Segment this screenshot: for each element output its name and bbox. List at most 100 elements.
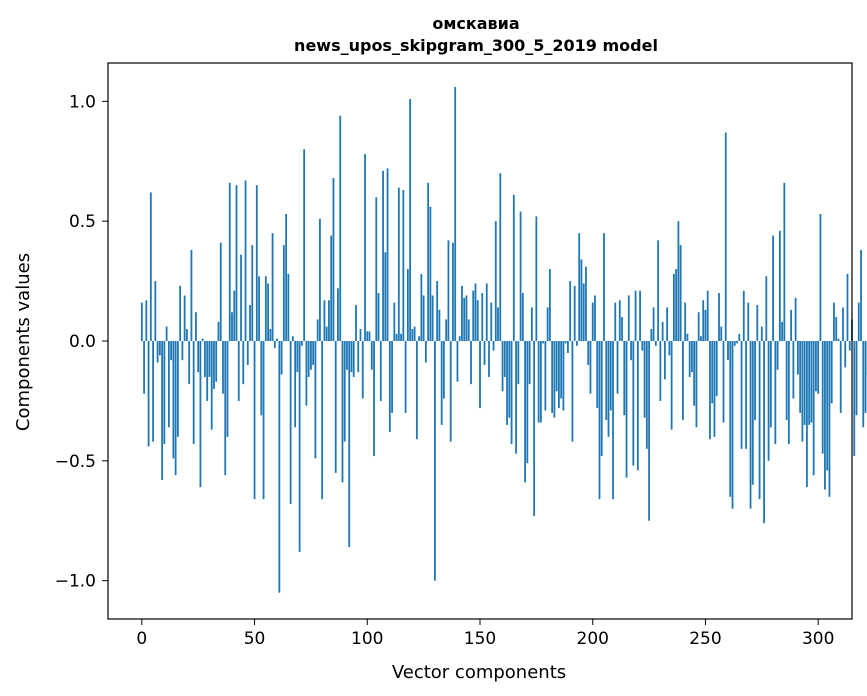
bar-component-250 [704, 309, 707, 341]
bar-component-114 [397, 187, 400, 341]
bar-component-4 [149, 192, 152, 341]
bar-component-254 [713, 341, 716, 437]
bar-component-14 [172, 341, 175, 459]
bar-component-287 [787, 341, 790, 445]
bar-component-126 [424, 341, 427, 363]
bar-component-62 [280, 341, 283, 375]
bar-component-52 [258, 276, 260, 341]
bar-component-225 [648, 341, 650, 521]
x-tick-label: 100 [351, 629, 383, 649]
bar-component-2 [145, 300, 148, 341]
bar-component-145 [467, 319, 470, 341]
bar-component-156 [492, 341, 495, 351]
bar-component-186 [560, 341, 563, 399]
bar-component-118 [406, 269, 409, 341]
bar-component-235 [670, 341, 673, 430]
bar-component-31 [210, 341, 213, 430]
bar-component-191 [571, 341, 574, 442]
bar-component-262 [731, 341, 734, 509]
bar-component-292 [799, 341, 802, 413]
bar-component-221 [639, 290, 641, 341]
bar-component-35 [219, 242, 222, 341]
bar-component-124 [420, 273, 423, 341]
bar-component-173 [530, 307, 533, 341]
bar-component-101 [368, 331, 371, 341]
bar-component-17 [179, 285, 182, 341]
bar-component-51 [255, 185, 258, 341]
bar-component-281 [774, 341, 777, 445]
bar-component-7 [156, 341, 159, 363]
bar-component-34 [217, 321, 220, 341]
bar-component-87 [337, 288, 339, 341]
bar-component-215 [625, 341, 628, 478]
plot-frame [107, 62, 853, 620]
bar-component-110 [388, 341, 391, 433]
bar-component-236 [672, 273, 675, 341]
bar-component-274 [758, 341, 761, 500]
bar-component-113 [395, 333, 398, 341]
bar-component-80 [321, 341, 324, 500]
bar-component-232 [663, 341, 666, 380]
bar-component-152 [483, 341, 486, 365]
bar-component-163 [508, 341, 511, 418]
bar-component-199 [589, 341, 592, 394]
bar-component-42 [235, 185, 238, 341]
bar-component-231 [661, 321, 664, 341]
bar-component-258 [722, 341, 725, 423]
bar-component-104 [375, 197, 378, 341]
bar-component-138 [452, 242, 454, 341]
bar-component-321 [864, 341, 867, 413]
bar-component-178 [542, 341, 545, 344]
y-tick-label: −0.5 [55, 452, 96, 472]
bars-group [140, 86, 867, 593]
bar-component-19 [183, 295, 186, 341]
chart-subtitle: news_upos_skipgram_300_5_2019 model [294, 36, 658, 55]
bar-component-161 [503, 341, 506, 377]
bar-component-165 [512, 194, 515, 341]
bar-component-244 [691, 341, 693, 373]
bar-component-309 [837, 338, 840, 341]
bar-component-280 [772, 235, 774, 341]
bar-component-140 [456, 341, 459, 382]
bar-component-170 [524, 341, 526, 483]
bar-component-320 [862, 341, 865, 428]
bar-component-289 [792, 341, 795, 399]
bar-component-302 [821, 341, 824, 454]
bar-component-3 [147, 341, 150, 447]
bar-component-108 [384, 252, 387, 341]
bar-component-39 [228, 182, 231, 341]
bar-component-139 [454, 86, 457, 341]
bar-component-74 [307, 341, 310, 377]
bar-component-169 [521, 293, 524, 341]
bar-component-53 [260, 341, 263, 416]
bar-component-120 [411, 329, 414, 341]
bar-component-211 [616, 341, 619, 394]
bar-component-188 [564, 341, 567, 344]
bar-component-151 [481, 293, 484, 341]
bar-component-122 [415, 341, 418, 440]
bar-component-217 [630, 341, 632, 361]
bar-component-253 [711, 341, 714, 404]
bar-component-296 [808, 341, 811, 425]
bar-component-141 [458, 336, 461, 341]
bar-component-119 [409, 98, 412, 341]
bar-component-303 [824, 341, 826, 490]
bar-component-115 [400, 333, 402, 341]
bar-component-0 [140, 302, 143, 341]
bar-component-137 [449, 341, 452, 442]
bar-component-157 [494, 221, 497, 341]
bar-component-88 [339, 115, 342, 341]
bar-component-102 [370, 341, 373, 370]
bar-component-271 [751, 341, 754, 485]
bar-component-94 [352, 341, 355, 377]
x-tick-label: 0 [136, 629, 147, 649]
bar-component-295 [806, 341, 808, 488]
bar-component-57 [269, 329, 272, 341]
bar-component-229 [657, 240, 660, 341]
y-tick-label: 0.0 [69, 332, 96, 352]
bar-component-269 [747, 302, 750, 341]
bar-component-150 [479, 341, 481, 409]
bar-component-208 [609, 341, 612, 411]
bar-component-318 [857, 302, 860, 341]
bar-component-89 [341, 341, 344, 483]
